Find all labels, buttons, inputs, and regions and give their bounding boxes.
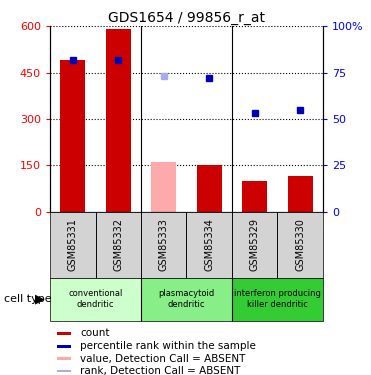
Bar: [197, 165, 221, 212]
Text: conventional
dendritic: conventional dendritic: [68, 290, 123, 309]
Text: rank, Detection Call = ABSENT: rank, Detection Call = ABSENT: [80, 366, 240, 375]
Bar: [57, 345, 71, 348]
Bar: [242, 181, 267, 212]
Bar: [278, 212, 323, 278]
Bar: [141, 212, 187, 278]
Bar: [141, 278, 232, 321]
Text: ▶: ▶: [35, 292, 44, 306]
Bar: [50, 278, 141, 321]
Text: GSM85331: GSM85331: [68, 218, 78, 271]
Text: interferon producing
killer dendritic: interferon producing killer dendritic: [234, 290, 321, 309]
Text: GSM85332: GSM85332: [113, 218, 123, 271]
Bar: [187, 212, 232, 278]
Text: value, Detection Call = ABSENT: value, Detection Call = ABSENT: [80, 354, 246, 364]
Bar: [232, 278, 323, 321]
Bar: [50, 212, 96, 278]
Text: cell type: cell type: [4, 294, 51, 304]
Bar: [60, 60, 85, 212]
Text: plasmacytoid
dendritic: plasmacytoid dendritic: [158, 290, 214, 309]
Bar: [57, 332, 71, 335]
Title: GDS1654 / 99856_r_at: GDS1654 / 99856_r_at: [108, 11, 265, 25]
Bar: [151, 162, 176, 212]
Text: GSM85329: GSM85329: [250, 218, 260, 271]
Bar: [106, 29, 131, 212]
Text: percentile rank within the sample: percentile rank within the sample: [80, 341, 256, 351]
Text: GSM85334: GSM85334: [204, 218, 214, 271]
Text: count: count: [80, 328, 109, 339]
Bar: [232, 212, 278, 278]
Bar: [288, 176, 312, 212]
Text: GSM85333: GSM85333: [159, 218, 169, 271]
Bar: [57, 357, 71, 360]
Bar: [57, 369, 71, 372]
Text: GSM85330: GSM85330: [295, 218, 305, 271]
Bar: [96, 212, 141, 278]
